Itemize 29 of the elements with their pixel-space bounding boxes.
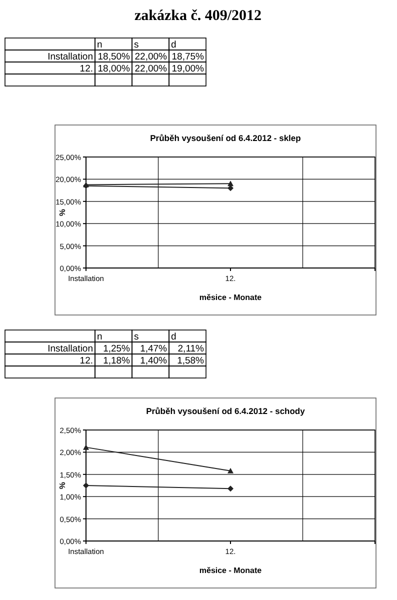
data-label: 1,58% bbox=[177, 356, 205, 366]
data-label: 22,00% bbox=[134, 52, 168, 62]
data-label: 22,00% bbox=[134, 64, 168, 74]
category-label: Installation bbox=[48, 52, 93, 62]
text: n bbox=[97, 40, 102, 50]
data-label: 1,40% bbox=[140, 356, 168, 366]
legend-label: d bbox=[171, 332, 176, 342]
y-axis-title: % bbox=[58, 482, 67, 490]
data-label: 18,00% bbox=[98, 64, 131, 74]
x-axis-title: měsice - Monate bbox=[199, 293, 262, 302]
text: n bbox=[97, 332, 102, 342]
text: zakázka č. 409/2012 bbox=[134, 8, 262, 24]
data-label: 1,47% bbox=[140, 344, 168, 354]
category-label: 12. bbox=[80, 356, 93, 366]
data-label: 1,18% bbox=[103, 356, 131, 366]
data-label: 2,11% bbox=[178, 344, 205, 354]
chart-title: Průběh vysoušení od 6.4.2012 - sklep bbox=[150, 133, 301, 143]
legend-label: d bbox=[171, 40, 176, 50]
data-label: 1,25% bbox=[103, 344, 131, 354]
data-label: 18,75% bbox=[172, 52, 205, 62]
category-label: Installation bbox=[48, 344, 93, 354]
category-label: 12. bbox=[80, 64, 93, 74]
data-label: 18,50% bbox=[98, 52, 131, 62]
y-axis-title: % bbox=[58, 208, 67, 216]
data-label: 19,00% bbox=[172, 64, 205, 74]
point bbox=[83, 482, 89, 488]
x-axis-title: měsice - Monate bbox=[199, 566, 262, 575]
chart-title: Průběh vysoušení od 6.4.2012 - schody bbox=[146, 406, 306, 416]
point bbox=[228, 486, 234, 492]
